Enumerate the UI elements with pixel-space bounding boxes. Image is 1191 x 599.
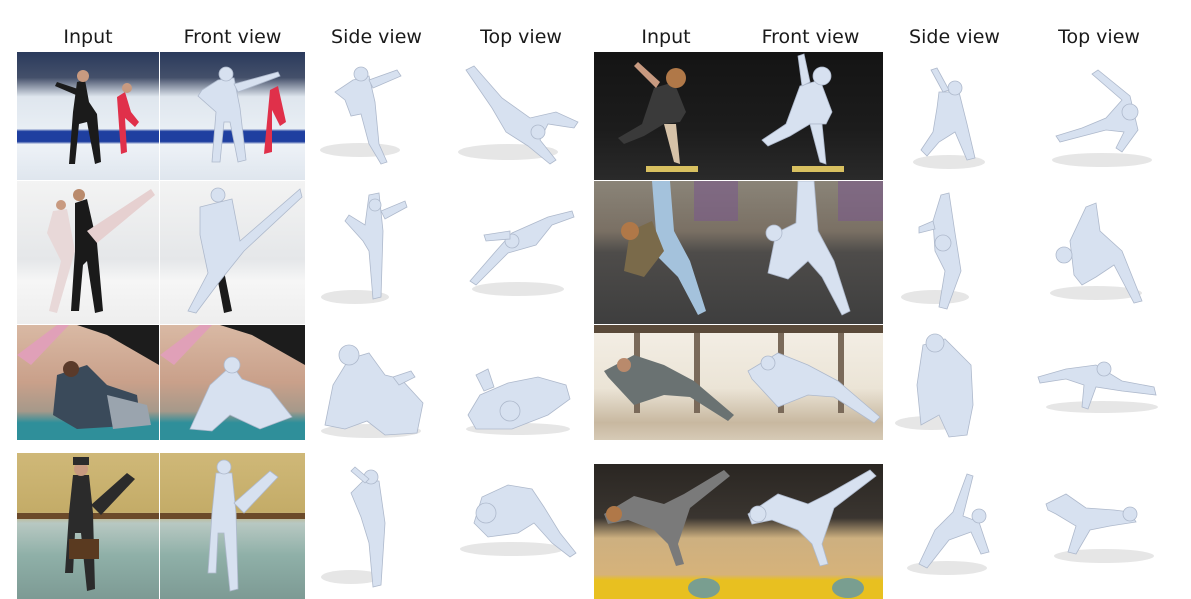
input-photo-window-stretch <box>594 325 738 440</box>
top-view-yoga-couple <box>448 325 594 440</box>
front-view-skateboard-jump <box>738 52 883 180</box>
top-view-breakdance-freeze <box>1026 181 1172 324</box>
side-view-window-stretch <box>883 325 1026 440</box>
input-photo-silly-walk <box>17 453 159 599</box>
top-view-stage-breakdance <box>1026 464 1172 599</box>
header-front-left: Front view <box>183 26 282 48</box>
side-view-stage-breakdance <box>883 464 1026 599</box>
top-view-figure-skating <box>448 52 594 180</box>
input-photo-ballet-pair <box>17 181 159 324</box>
front-view-yoga-couple <box>160 325 305 440</box>
front-view-ballet-pair <box>160 181 305 324</box>
header-front-right: Front view <box>761 26 860 48</box>
header-top-right: Top view <box>1058 26 1140 48</box>
front-view-breakdance-freeze <box>738 181 883 324</box>
header-side-left: Side view <box>331 26 422 48</box>
header-input-left: Input <box>63 26 113 48</box>
input-photo-skateboard-jump <box>594 52 738 180</box>
input-photo-yoga-couple <box>17 325 159 440</box>
input-photo-breakdance-freeze <box>594 181 738 324</box>
front-view-figure-skating <box>160 52 305 180</box>
side-view-silly-walk <box>305 453 448 599</box>
front-view-stage-breakdance <box>738 464 883 599</box>
header-top-left: Top view <box>480 26 562 48</box>
input-photo-figure-skating <box>17 52 159 180</box>
input-photo-stage-breakdance <box>594 464 738 599</box>
top-view-silly-walk <box>448 453 594 599</box>
side-view-ballet-pair <box>305 181 448 324</box>
side-view-skateboard-jump <box>883 52 1026 180</box>
side-view-figure-skating <box>305 52 448 180</box>
top-view-window-stretch <box>1026 325 1172 440</box>
side-view-breakdance-freeze <box>883 181 1026 324</box>
front-view-silly-walk <box>160 453 305 599</box>
header-input-right: Input <box>641 26 691 48</box>
top-view-skateboard-jump <box>1026 52 1172 180</box>
front-view-window-stretch <box>738 325 883 440</box>
side-view-yoga-couple <box>305 325 448 440</box>
top-view-ballet-pair <box>448 181 594 324</box>
header-side-right: Side view <box>909 26 1000 48</box>
